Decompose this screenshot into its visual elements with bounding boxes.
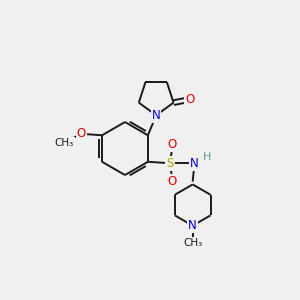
Text: O: O (168, 139, 177, 152)
Text: O: O (168, 175, 177, 188)
Text: S: S (166, 157, 174, 170)
Text: N: N (188, 219, 197, 232)
Text: H: H (203, 152, 211, 162)
Text: O: O (77, 127, 86, 140)
Text: O: O (185, 93, 195, 106)
Text: N: N (190, 157, 199, 170)
Text: CH₃: CH₃ (183, 238, 202, 248)
Text: CH₃: CH₃ (55, 138, 74, 148)
Text: N: N (152, 109, 161, 122)
